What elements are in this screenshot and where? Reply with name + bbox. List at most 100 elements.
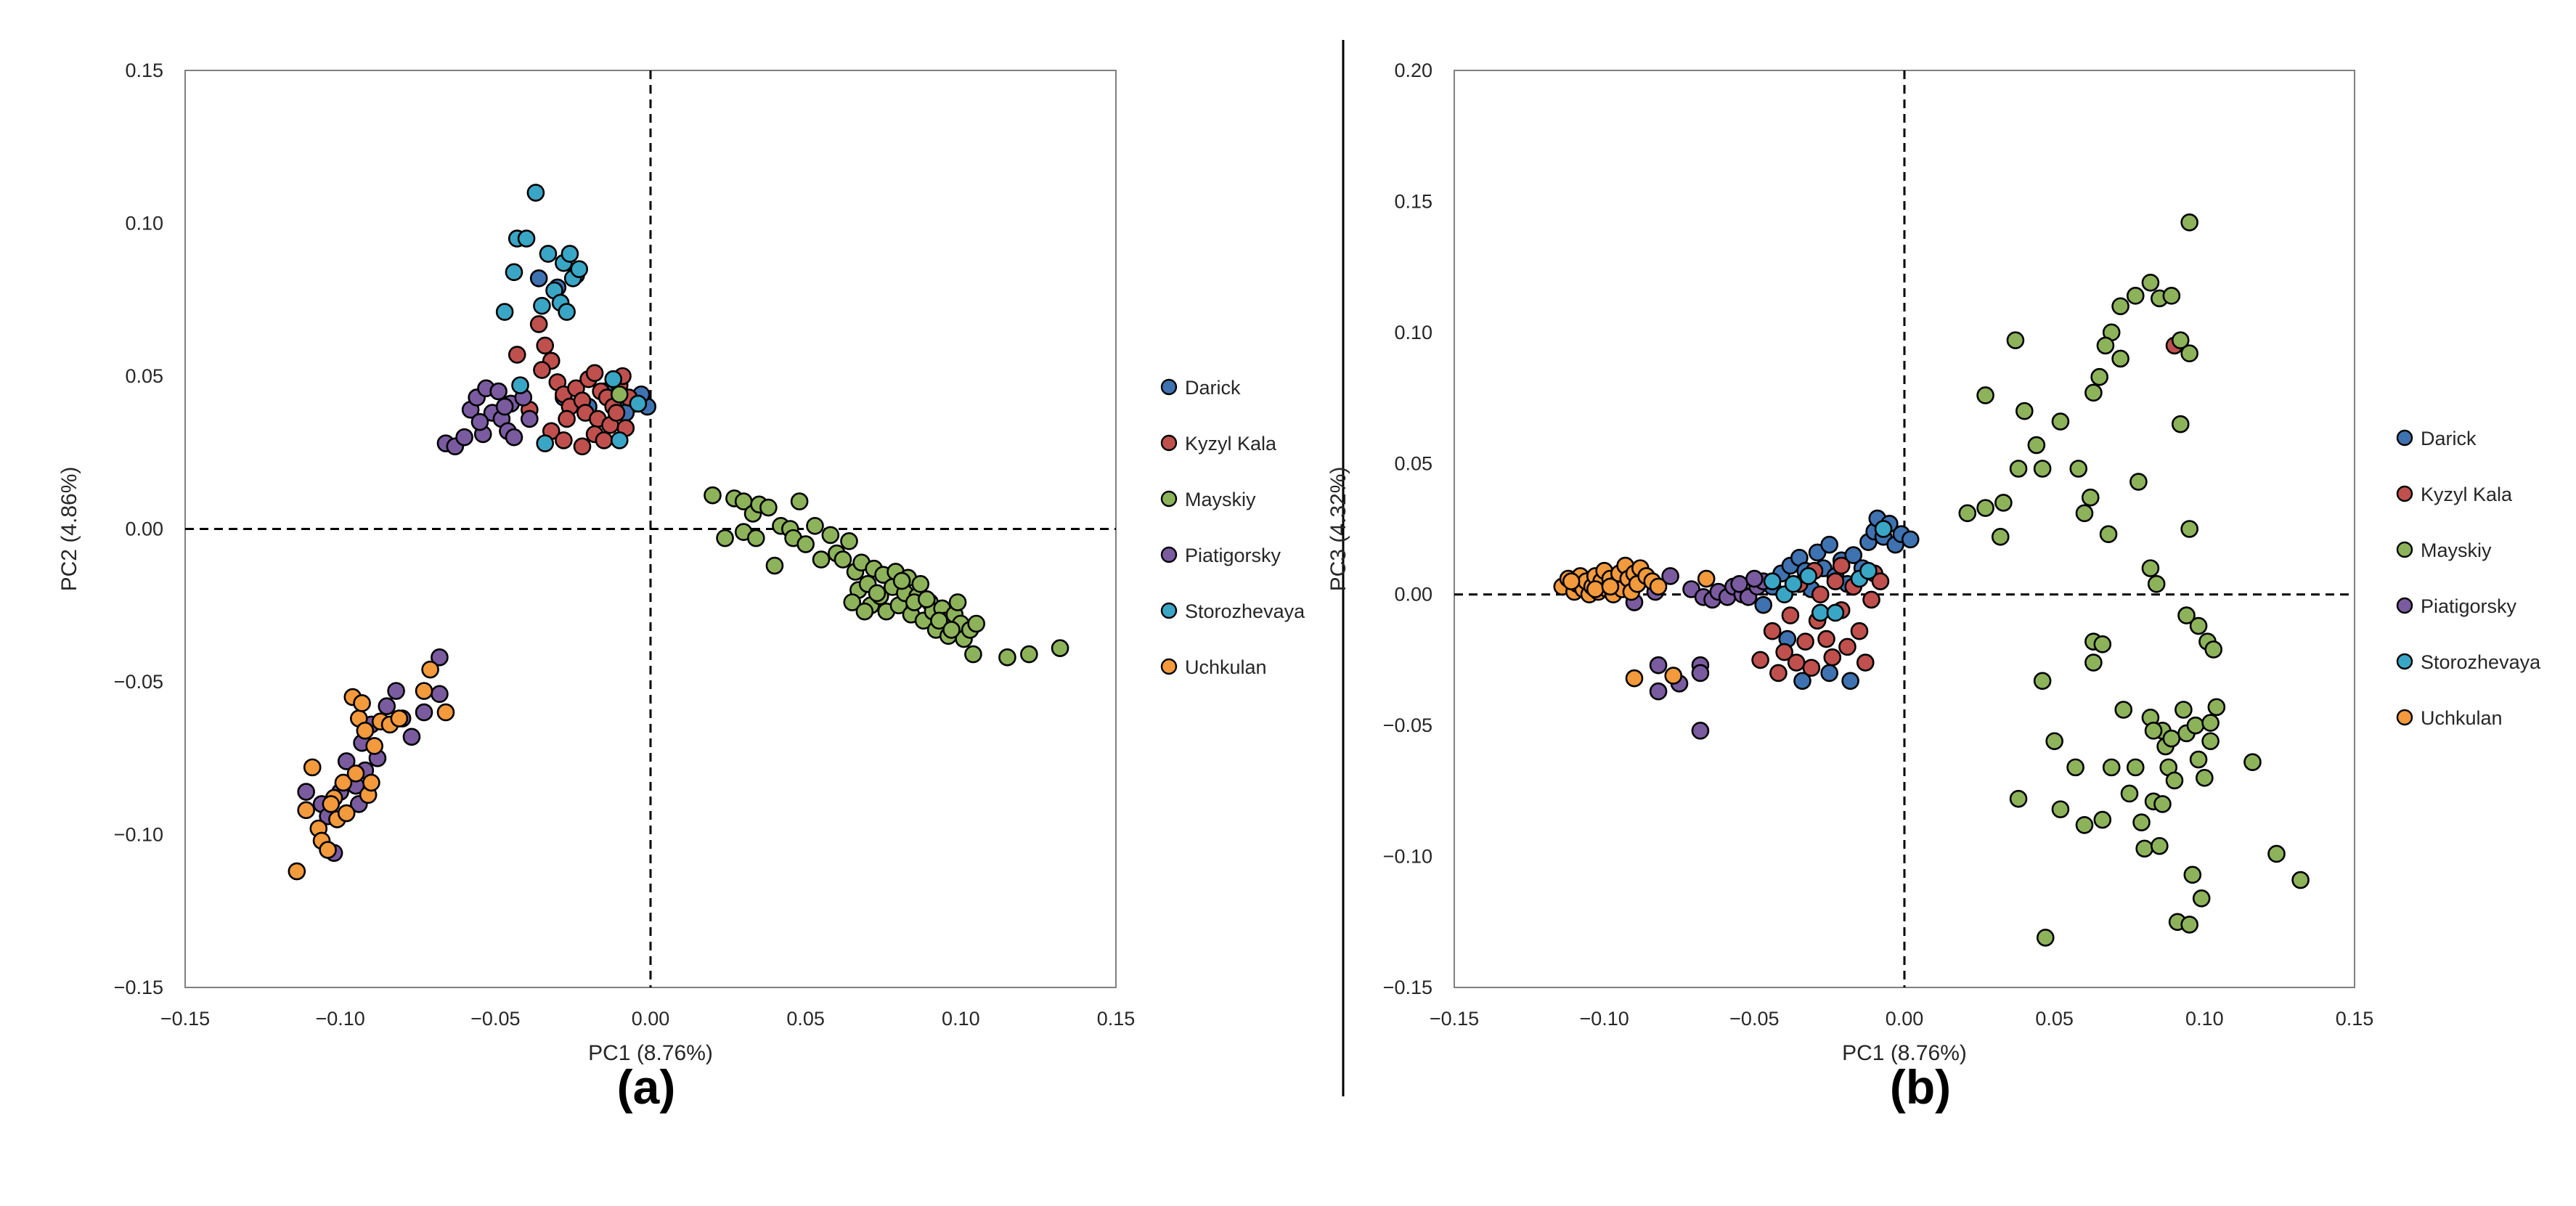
x-tick-label: −0.10 [1580,1008,1629,1030]
data-point [1994,494,2013,512]
data-point [1784,574,1803,593]
data-point [378,697,396,715]
data-point [2111,297,2129,316]
data-point [2132,813,2151,831]
y-tick-label: 0.15 [1394,190,1432,212]
legend-label: Mayskiy [1185,489,1256,510]
data-point [2189,750,2208,769]
chart-panel-b: −0.15 −0.10 −0.05 0.00 0.05 0.10 0.15 −0.15 −0.1… [1326,60,2541,1114]
data-point [2165,771,2184,790]
data-point [585,364,604,383]
data-point [1856,653,1875,672]
data-point [2036,929,2055,947]
data-point [2151,836,2169,855]
data-point [892,571,911,590]
data-point [595,431,614,449]
y-tick-label: 0.05 [1394,452,1432,474]
y-tick-label: −0.05 [114,671,163,693]
data-point [539,245,558,263]
legend-label: Storozhevaya [2421,651,2541,673]
data-point [1781,606,1800,624]
data-point [2126,758,2145,777]
series-mayskiy [1958,213,2310,947]
data-point [421,660,439,679]
y-tick-label: 0.10 [1394,322,1432,343]
data-point [1691,722,1710,740]
data-point [1601,577,1620,596]
data-point [1838,637,1856,656]
series-uchkulan [1553,556,1716,688]
data-point [1826,572,1845,590]
data-point [2183,865,2202,884]
data-point [1730,574,1748,593]
x-tick-label: −0.15 [160,1008,210,1030]
legend-marker [1160,434,1178,452]
data-point [517,229,536,248]
y-tick-label: 0.10 [125,213,163,235]
series-piatigorsky [297,379,539,863]
data-point [533,361,551,379]
x-tick-label: −0.05 [1729,1008,1779,1030]
data-point [607,404,626,422]
data-point [765,556,784,575]
data-point [2180,213,2198,232]
data-point [998,648,1016,667]
data-point [1811,585,1830,604]
x-tick-label: −0.15 [1430,1008,1479,1030]
data-point [508,346,526,364]
data-point [2174,701,2193,719]
data-point [840,532,858,550]
x-tick-label: 0.10 [942,1008,980,1030]
data-point [806,516,824,535]
data-point [1751,651,1769,669]
data-point [2051,412,2070,431]
legend-marker [2396,485,2413,502]
data-point [918,590,936,608]
series-piatigorsky [1625,567,1773,740]
data-point [2006,331,2025,349]
data-point [746,529,765,547]
data-point [1697,569,1716,588]
data-point [1796,632,1814,651]
data-point [833,550,852,569]
data-point [2009,789,2028,808]
data-point [1820,535,1838,554]
data-point [2075,504,2094,523]
data-point [812,550,831,569]
data-point [2135,839,2153,858]
data-point [353,694,371,712]
data-point [356,722,375,740]
data-point [431,685,449,704]
data-point [2114,701,2133,719]
data-point [505,263,523,282]
data-point [436,703,455,722]
data-point [489,382,508,401]
data-point [2111,349,2129,368]
x-tick-label: 0.15 [2336,1008,2374,1030]
data-point [948,593,967,611]
x-tick-label: 0.15 [1097,1008,1136,1030]
data-point [2177,606,2196,624]
data-point [322,795,341,813]
data-point [843,593,862,611]
data-point [521,410,539,428]
data-point [533,296,551,315]
data-point [1958,504,1977,523]
data-point [610,431,629,449]
x-axis-title: PC1 (8.76%) [588,1041,713,1065]
data-point [2027,436,2046,455]
data-point [2171,415,2190,433]
data-point [2066,758,2084,777]
data-point [2144,722,2163,740]
data-point [1844,546,1863,564]
data-point [1802,659,1821,677]
data-point [337,804,356,823]
y-axis-title: PC3 (4.32%) [1326,467,1350,592]
data-point [2084,653,2103,672]
legend-label: Storozhevaya [1185,600,1305,622]
data-point [297,801,315,820]
data-point [942,621,961,639]
data-point [2084,383,2103,402]
data-point [2201,714,2220,732]
